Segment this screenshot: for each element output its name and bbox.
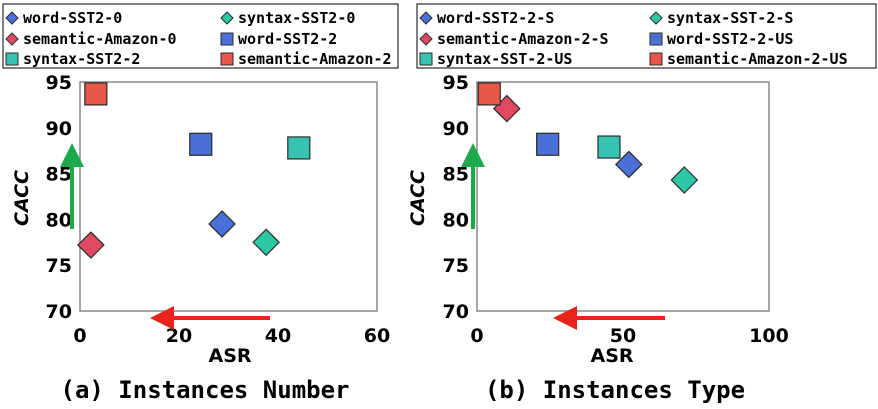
x-tick-label: 100	[749, 325, 789, 347]
data-point	[252, 228, 280, 257]
legend-square-marker	[5, 52, 19, 66]
y-tick-label: 85	[46, 164, 72, 186]
y-tick-label: 80	[46, 209, 72, 231]
y-tick-label: 70	[443, 301, 469, 323]
legend-item: syntax-SST-2-S	[649, 9, 793, 27]
data-point	[208, 210, 236, 238]
legend-label: semantic-Amazon-0	[23, 30, 177, 48]
points-a	[77, 82, 311, 259]
legend-item: semantic-Amazon-2-S	[419, 30, 609, 48]
y-tick-label: 95	[46, 72, 72, 94]
points-b	[477, 82, 699, 194]
chart-a: word-SST2-0 syntax-SST2-0 semantic-Amazon-…	[2, 3, 399, 404]
legend-item: syntax-SST-2-US	[419, 50, 572, 68]
legend-diamond-marker	[649, 11, 663, 25]
caption-b: (b) Instances Type	[485, 376, 745, 404]
legend-box-a	[2, 3, 399, 69]
x-tick-label: 0	[73, 325, 86, 347]
legend-label: word-SST2-0	[23, 9, 122, 27]
legend-label: syntax-SST2-2	[23, 50, 140, 68]
data-point	[189, 132, 213, 156]
legend-label: semantic-Amazon-2	[238, 50, 392, 68]
legend-label: word-SST2-2	[238, 30, 337, 48]
data-point	[670, 166, 699, 194]
data-point	[477, 82, 501, 106]
legend-item: word-SST2-2-US	[649, 30, 793, 48]
legend-a: word-SST2-0 syntax-SST2-0 semantic-Amazon-…	[5, 9, 392, 68]
data-point	[597, 135, 621, 159]
x-axis-label-a: ASR	[208, 345, 251, 367]
x-ticks-a: 0 20 40 60	[73, 325, 390, 347]
legend-diamond-marker	[419, 11, 433, 25]
data-point	[84, 82, 108, 106]
y-axis-label-b: CACC	[407, 170, 429, 226]
x-tick-label: 40	[265, 325, 291, 347]
chart-b: word-SST2-2-S syntax-SST-2-S semantic-Amaz…	[407, 3, 877, 404]
data-point	[536, 132, 560, 156]
x-tick-label: 20	[166, 325, 192, 347]
x-axis-label-b: ASR	[590, 345, 633, 367]
plot-frame-b	[476, 81, 770, 312]
plot-frame-a	[79, 81, 378, 312]
caption-a: (a) Instances Number	[61, 376, 350, 404]
data-point	[287, 136, 311, 160]
legend-item: syntax-SST2-0	[220, 9, 355, 27]
x-tick-label: 0	[470, 325, 483, 347]
legend-box-b	[416, 3, 877, 69]
y-tick-label: 70	[46, 301, 72, 323]
y-ticks-b: 70 75 80 85 90 95	[443, 72, 469, 323]
y-tick-label: 90	[46, 118, 72, 140]
legend-item: word-SST2-2-S	[419, 9, 554, 27]
y-axis-label-a: CACC	[11, 170, 33, 226]
legend-square-marker	[220, 32, 234, 46]
legend-diamond-marker	[419, 32, 433, 46]
legend-label: word-SST2-2-S	[437, 9, 554, 27]
data-point	[614, 150, 643, 179]
y-tick-label: 75	[46, 255, 72, 277]
legend-square-marker	[649, 52, 663, 66]
legend-diamond-marker	[5, 11, 19, 25]
x-ticks-b: 0 50 100	[470, 325, 788, 347]
x-tick-label: 60	[364, 325, 390, 347]
legend-item: semantic-Amazon-2-US	[649, 50, 848, 68]
y-tick-label: 80	[443, 209, 469, 231]
legend-diamond-marker	[220, 11, 234, 25]
legend-label: syntax-SST-2-US	[437, 50, 572, 68]
legend-label: word-SST2-2-US	[667, 30, 793, 48]
legend-square-marker	[220, 52, 234, 66]
data-point	[77, 231, 105, 259]
legend-item: syntax-SST2-2	[5, 50, 140, 68]
legend-label: semantic-Amazon-2-US	[667, 50, 848, 68]
legend-item: semantic-Amazon-2	[220, 50, 392, 68]
legend-diamond-marker	[5, 32, 19, 46]
legend-label: semantic-Amazon-2-S	[437, 30, 609, 48]
y-tick-label: 75	[443, 255, 469, 277]
legend-label: syntax-SST2-0	[238, 9, 355, 27]
y-tick-label: 95	[443, 72, 469, 94]
legend-item: word-SST2-2	[220, 30, 337, 48]
legend-square-marker	[419, 52, 433, 66]
y-ticks-a: 70 75 80 85 90 95	[46, 72, 72, 323]
legend-square-marker	[649, 32, 663, 46]
x-tick-label: 50	[610, 325, 636, 347]
legend-item: word-SST2-0	[5, 9, 122, 27]
legend-b: word-SST2-2-S syntax-SST-2-S semantic-Amaz…	[419, 9, 848, 68]
legend-label: syntax-SST-2-S	[667, 9, 793, 27]
legend-item: semantic-Amazon-0	[5, 30, 177, 48]
y-tick-label: 85	[443, 164, 469, 186]
y-tick-label: 90	[443, 118, 469, 140]
